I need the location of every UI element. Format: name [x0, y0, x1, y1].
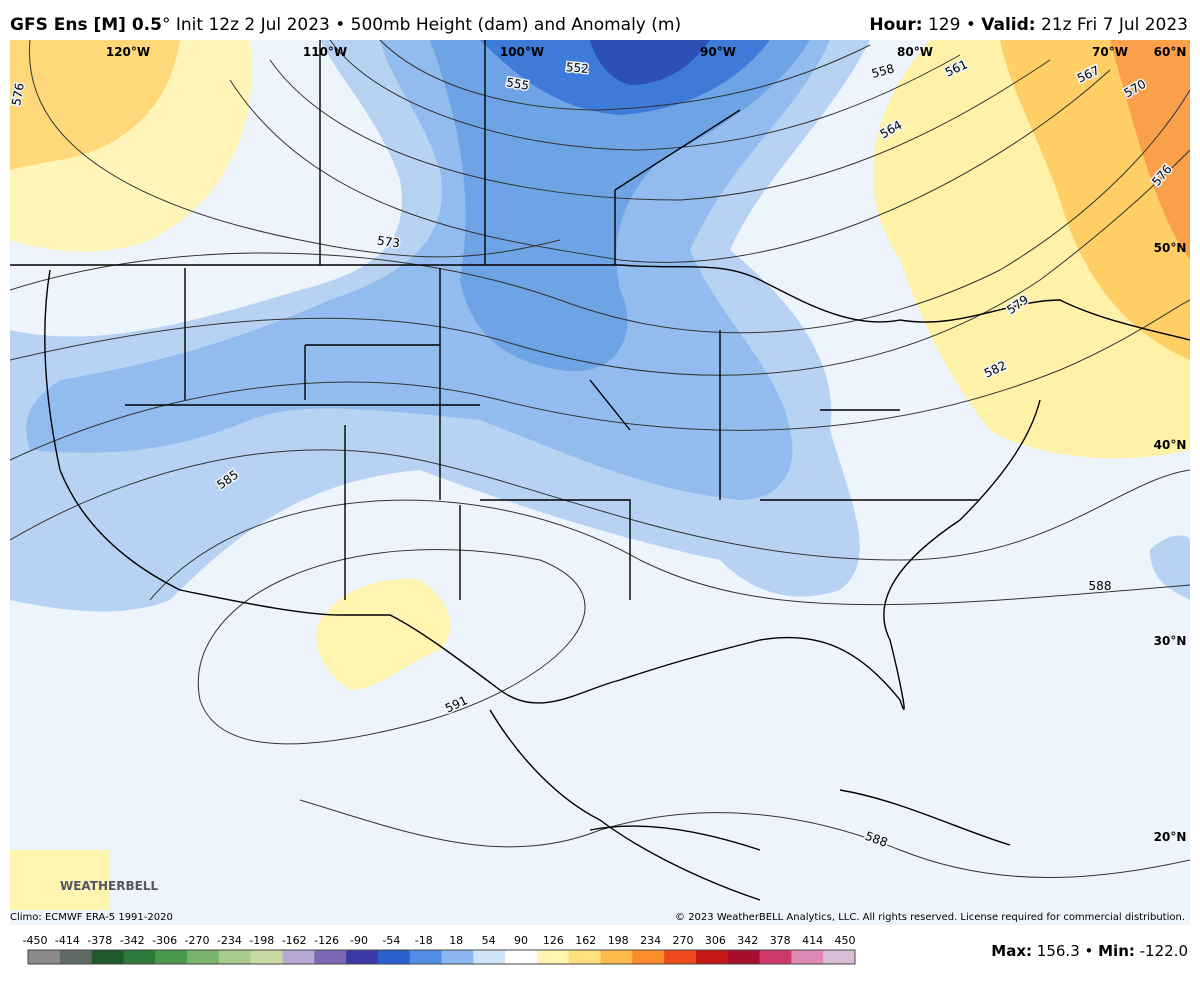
colorbar-tick-label: 378 — [770, 934, 791, 947]
logo: WEATHERBELL — [60, 879, 158, 893]
colorbar-tick-label: -306 — [152, 934, 177, 947]
valid-label: Valid: — [981, 15, 1035, 35]
colorbar-tick-label: 162 — [575, 934, 596, 947]
colorbar-tick-label: -234 — [217, 934, 242, 947]
colorbar-tick-label: -270 — [185, 934, 210, 947]
longitude-label: 90°W — [700, 45, 736, 59]
latitude-label: 60°N — [1154, 45, 1187, 59]
climo: Climo: ECMWF ERA-5 1991-2020 — [10, 912, 173, 923]
colorbar-cell — [664, 950, 697, 964]
colorbar-cell — [536, 950, 570, 964]
longitude-label: 120°W — [106, 45, 150, 59]
colorbar-cell — [377, 950, 411, 964]
colorbar-tick-label: 126 — [543, 934, 564, 947]
colorbar-cell — [409, 950, 442, 964]
max: 156.3 • — [1032, 942, 1098, 960]
model: GFS Ens [M] 0.5 — [10, 15, 162, 35]
contour-label: 573 — [376, 234, 401, 251]
colorbar-tick-label: 90 — [514, 934, 528, 947]
colorbar-cell — [823, 950, 856, 964]
colorbar-cell — [505, 950, 538, 964]
colorbar-cell — [155, 950, 188, 964]
min: -122.0 — [1135, 942, 1188, 960]
colorbar-tick-label: -90 — [350, 934, 368, 947]
colorbar-tick-label: -126 — [314, 934, 339, 947]
colorbar-tick-label: 18 — [449, 934, 463, 947]
colorbar-cell — [441, 950, 474, 964]
colorbar-tick-label: -54 — [382, 934, 400, 947]
colorbar-cell — [250, 950, 283, 964]
colorbar-tick-label: 450 — [835, 934, 856, 947]
colorbar-cell — [91, 950, 124, 964]
colorbar-tick-label: -378 — [87, 934, 112, 947]
colorbar-tick-label: 234 — [640, 934, 661, 947]
colorbar-cell — [218, 950, 252, 964]
latitude-label: 20°N — [1154, 830, 1187, 844]
contour-label: 555 — [505, 75, 530, 93]
colorbar-cell — [282, 950, 315, 964]
colorbar-cell — [123, 950, 156, 964]
colorbar-tick-label: 306 — [705, 934, 726, 947]
colorbar-cell — [346, 950, 379, 964]
colorbar-cell — [314, 950, 347, 964]
longitude-label: 80°W — [897, 45, 933, 59]
hour: 129 • — [923, 15, 982, 35]
colorbar-tick-label: 198 — [608, 934, 629, 947]
map — [10, 40, 1190, 925]
longitude-label: 110°W — [303, 45, 347, 59]
min-label: Min: — [1098, 942, 1135, 960]
colorbar-tick-label: 414 — [802, 934, 823, 947]
max-label: Max: — [991, 942, 1032, 960]
description: ° Init 12z 2 Jul 2023 • 500mb Height (da… — [162, 15, 681, 35]
latitude-label: 50°N — [1154, 241, 1187, 255]
colorbar-cell — [187, 950, 220, 964]
colorbar-cell — [727, 950, 761, 964]
colorbar-cell — [600, 950, 633, 964]
latitude-label: 30°N — [1154, 634, 1187, 648]
colorbar-cell — [695, 950, 729, 964]
colorbar-tick-label: 342 — [737, 934, 758, 947]
header-left: GFS Ens [M] 0.5° Init 12z 2 Jul 2023 • 5… — [10, 15, 681, 35]
colorbar-tick-label: -18 — [415, 934, 433, 947]
colorbar-tick-label: -450 — [23, 934, 48, 947]
colorbar-cell — [59, 950, 93, 964]
contour-label: 588 — [1089, 579, 1112, 593]
colorbar-tick-label: 270 — [673, 934, 694, 947]
colorbar-tick-label: -162 — [282, 934, 307, 947]
contour-label: 576 — [9, 82, 27, 107]
colorbar-tick-label: -414 — [55, 934, 80, 947]
colorbar-cell — [473, 950, 506, 964]
longitude-label: 70°W — [1092, 45, 1128, 59]
hour-label: Hour: — [869, 15, 922, 35]
colorbar-cell — [759, 950, 792, 964]
colorbar-tick-label: -198 — [249, 934, 274, 947]
colorbar-tick-label: 54 — [482, 934, 496, 947]
colorbar-tick-label: -342 — [120, 934, 145, 947]
colorbar: -450 -414 -378 -342 -306 -270 -234 -198 -162 -126… — [23, 934, 856, 965]
valid: 21z Fri 7 Jul 2023 — [1036, 15, 1188, 35]
latitude-label: 40°N — [1154, 438, 1187, 452]
colorbar-cell — [568, 950, 602, 964]
copyright: © 2023 WeatherBELL Analytics, LLC. All r… — [675, 912, 1185, 923]
colorbar-cell — [791, 950, 824, 964]
contour-label: 552 — [565, 60, 589, 76]
colorbar-cell — [28, 950, 61, 964]
colorbar-frame — [27, 949, 856, 965]
header-right: Hour: 129 • Valid: 21z Fri 7 Jul 2023 — [869, 15, 1188, 35]
stats: Max: 156.3 • Min: -122.0 — [991, 942, 1188, 960]
colorbar-cell — [632, 950, 665, 964]
longitude-label: 100°W — [500, 45, 544, 59]
